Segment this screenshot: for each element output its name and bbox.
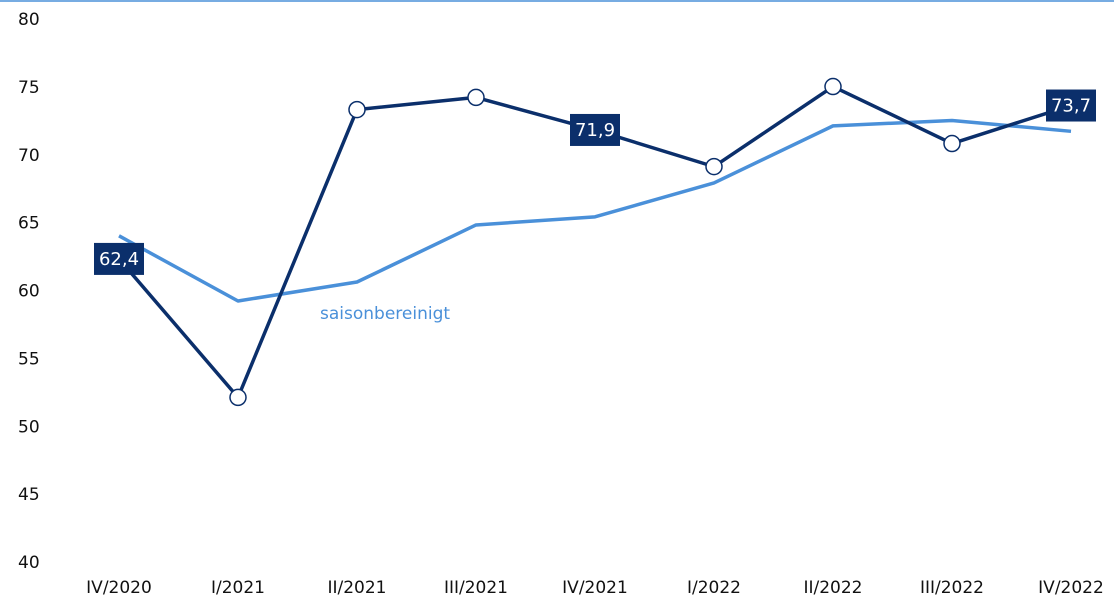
point-marker <box>705 157 723 176</box>
y-tick-label: 75 <box>18 78 40 98</box>
point-marker <box>229 388 247 407</box>
x-tick-label: II/2021 <box>327 578 386 598</box>
x-tick-label: III/2022 <box>920 578 984 598</box>
value-label: 62,4 <box>99 249 139 270</box>
value-label-box <box>1046 89 1096 122</box>
series-line <box>118 118 1072 303</box>
value-label: 71,9 <box>575 120 615 141</box>
x-tick-label: I/2021 <box>211 578 265 598</box>
point-marker <box>943 134 961 153</box>
x-tick-label: IV/2020 <box>86 578 152 598</box>
value-label-box <box>570 113 620 146</box>
series-annotation: saisonbereinigt <box>320 304 450 324</box>
y-tick-label: 50 <box>18 417 40 437</box>
y-tick-label: 45 <box>18 485 40 505</box>
y-tick-label: 70 <box>18 146 40 166</box>
value-label: 73,7 <box>1051 96 1091 117</box>
point-marker <box>348 100 366 119</box>
point-marker <box>824 77 842 96</box>
x-tick-label: IV/2021 <box>562 578 628 598</box>
x-tick-label: IV/2022 <box>1038 578 1104 598</box>
y-tick-label: 65 <box>18 214 40 234</box>
y-tick-label: 55 <box>18 349 40 369</box>
x-tick-label: III/2021 <box>444 578 508 598</box>
value-label-box <box>94 242 144 275</box>
y-tick-label: 40 <box>18 553 40 573</box>
y-tick-label: 60 <box>18 282 40 302</box>
x-tick-label: I/2022 <box>687 578 741 598</box>
point-marker <box>467 88 485 107</box>
y-tick-label: 80 <box>18 10 40 30</box>
x-tick-label: II/2022 <box>803 578 862 598</box>
